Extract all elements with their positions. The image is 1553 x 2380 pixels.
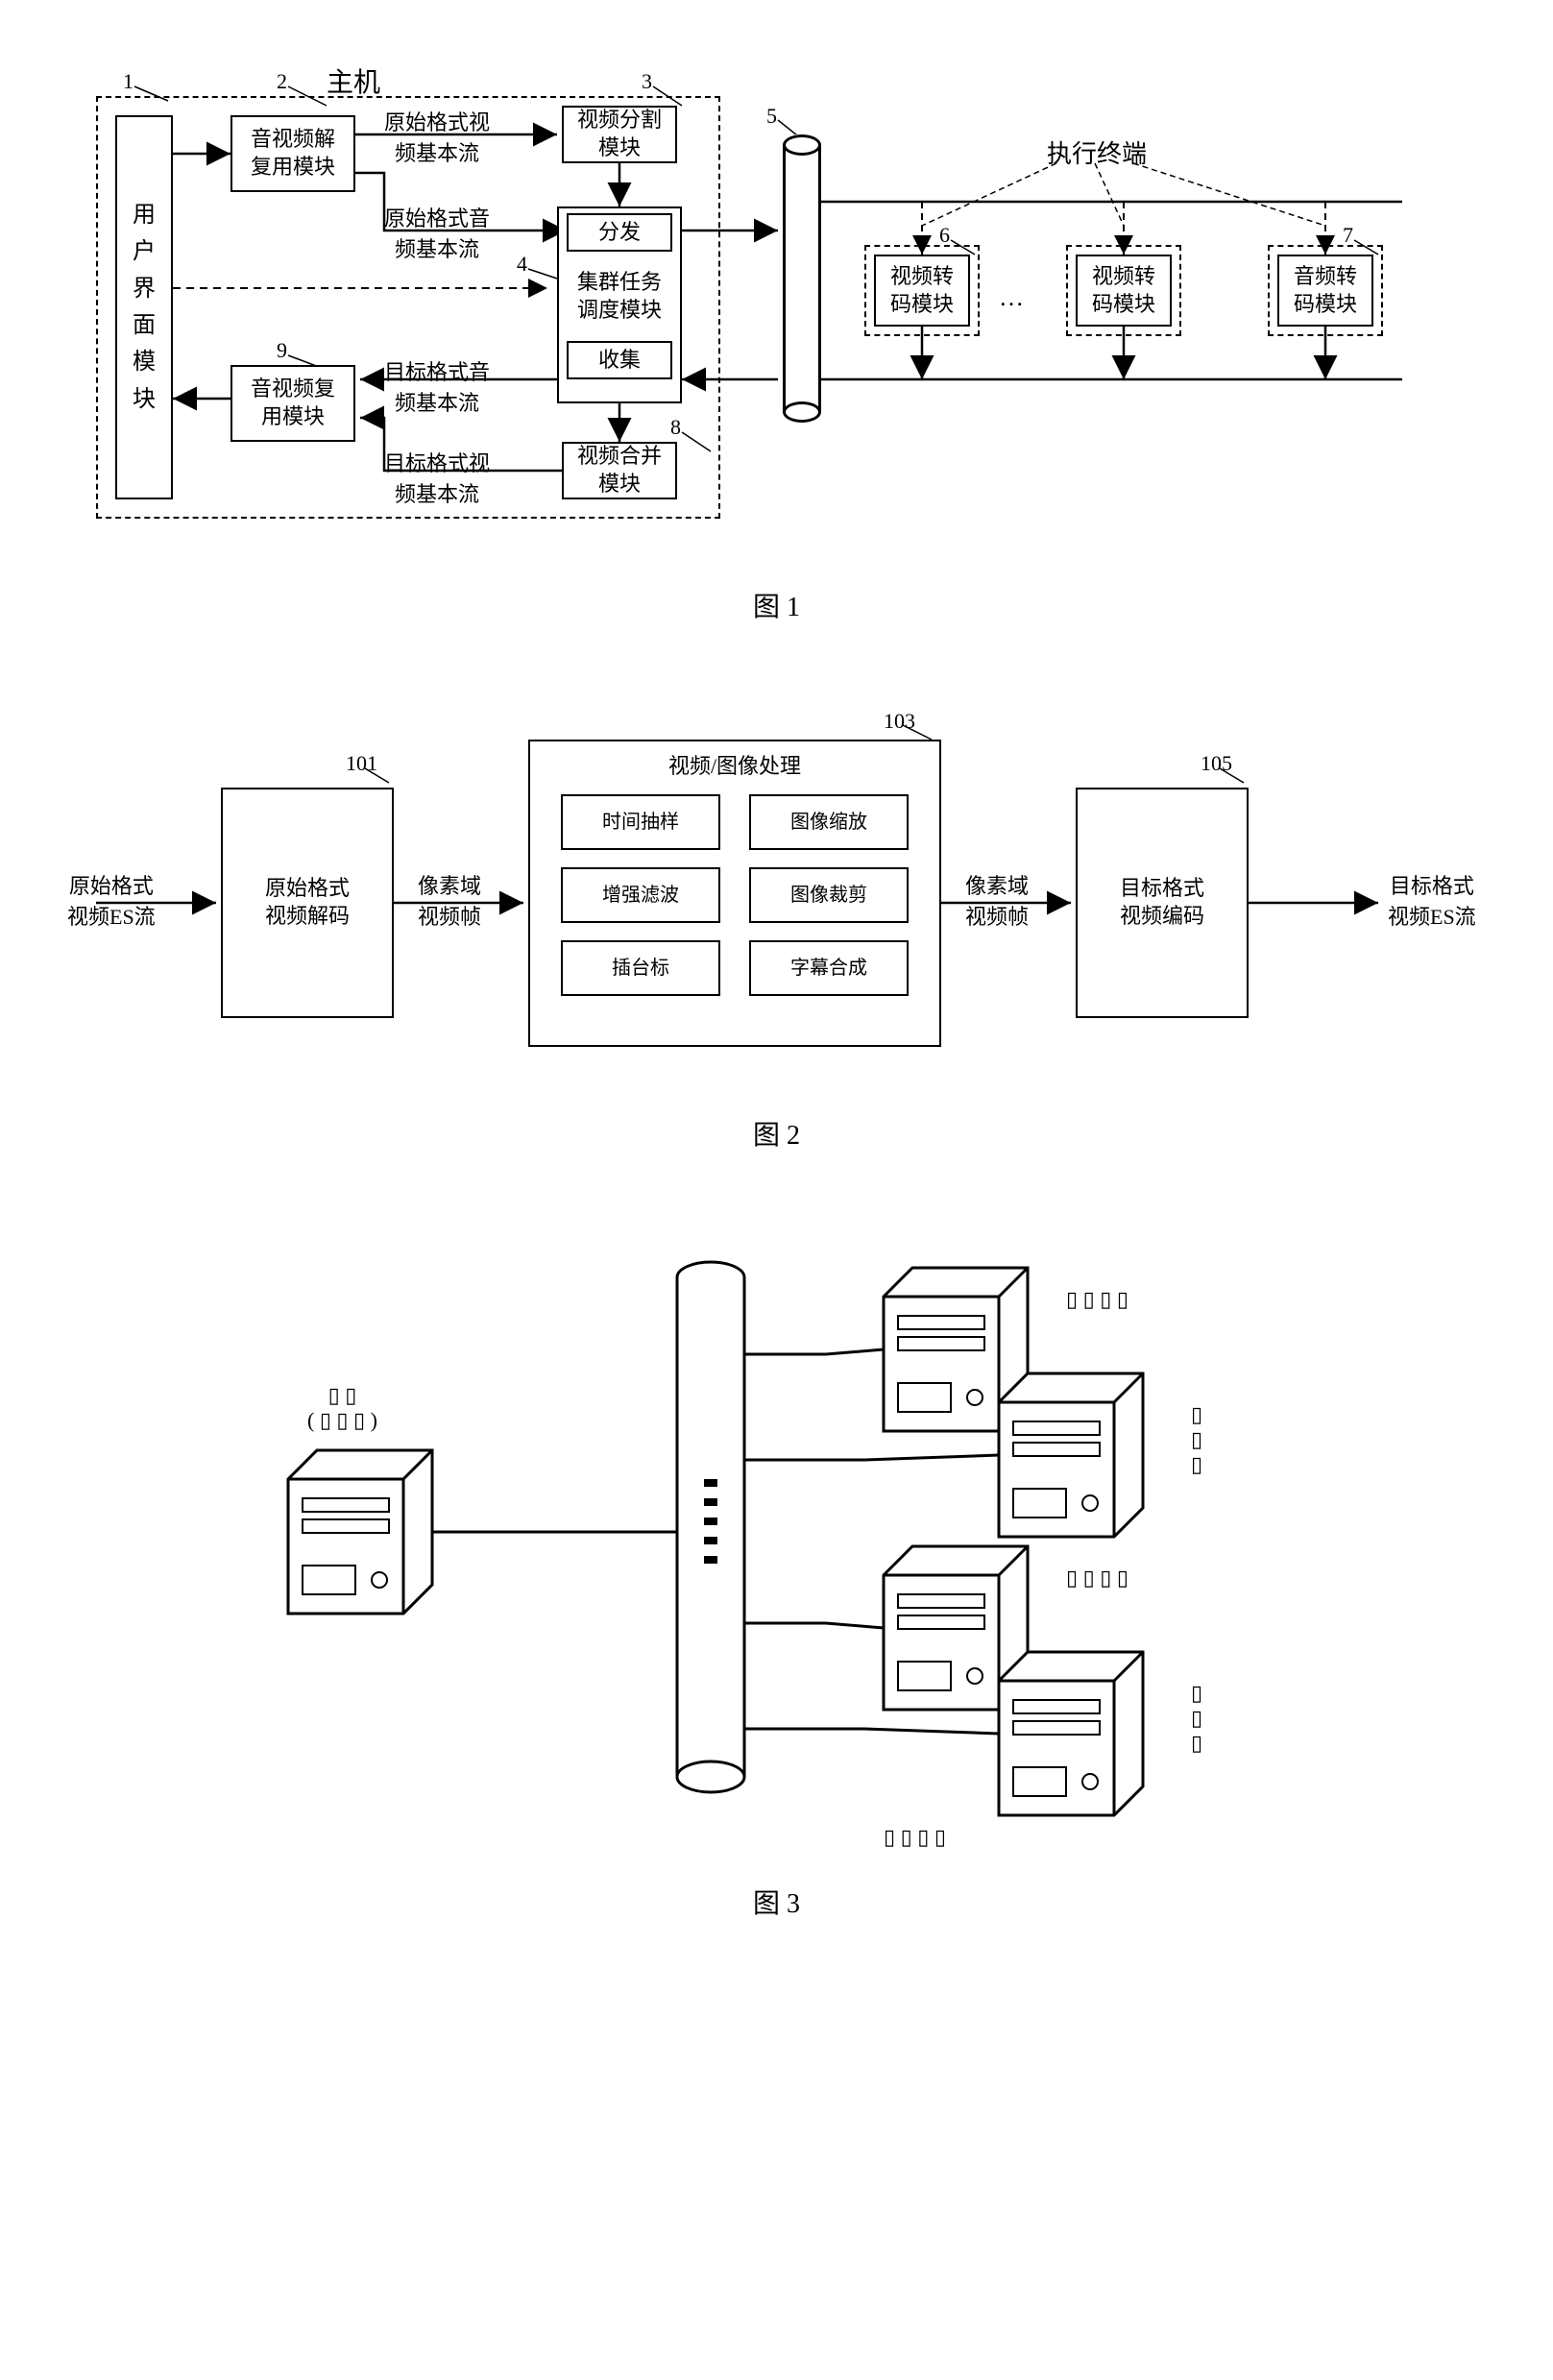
fig3-left-dots: ▯ ▯ ( ▯ ▯ ▯ ) — [307, 1383, 377, 1433]
b103-item-1: 图像缩放 — [749, 794, 909, 850]
b105: 目标格式 视频编码 — [1076, 788, 1249, 1018]
dist-box: 分发 — [567, 213, 672, 252]
ui-module: 用 户 界 面 模 块 — [115, 115, 173, 499]
fig2-mid1: 像素域 视频帧 — [418, 869, 481, 931]
num-1: 1 — [123, 69, 133, 94]
vt1-module: 视频转 码模块 — [874, 255, 970, 327]
figure-3: ▯ ▯ ( ▯ ▯ ▯ ) ▯ ▯ ▯ ▯ ▯ ▯ ▯ ▯ ▯ ▯ ▯ ▯ ▯ … — [38, 1210, 1515, 1902]
fig1-caption: 图 1 — [38, 586, 1515, 624]
num-9: 9 — [277, 338, 287, 363]
fig3-dots-r4: ▯ ▯ ▯ — [1191, 1681, 1202, 1756]
num-105: 105 — [1201, 751, 1232, 776]
edge-l4: 目标格式视 频基本流 — [384, 447, 490, 508]
b103-title: 视频/图像处理 — [542, 753, 928, 781]
b101: 原始格式 视频解码 — [221, 788, 394, 1018]
fig3-svg — [38, 1210, 1515, 1902]
fig3-dots-bot: ▯ ▯ ▯ ▯ — [884, 1825, 946, 1850]
fig2-caption: 图 2 — [38, 1114, 1515, 1153]
b103-item-2: 增强滤波 — [561, 867, 720, 923]
mux-module: 音视频复 用模块 — [231, 365, 355, 442]
vt2-module: 视频转 码模块 — [1076, 255, 1172, 327]
b103-item-4: 插台标 — [561, 940, 720, 996]
fig2-out: 目标格式 视频ES流 — [1388, 869, 1476, 931]
num-3: 3 — [642, 69, 652, 94]
sched-module: 分发 集群任务 调度模块 收集 — [557, 206, 682, 403]
split-module: 视频分割 模块 — [562, 106, 677, 163]
num-6: 6 — [939, 223, 950, 248]
fig2-in: 原始格式 视频ES流 — [67, 869, 156, 931]
num-7: 7 — [1343, 223, 1353, 248]
merge-module: 视频合并 模块 — [562, 442, 677, 499]
at-module: 音频转 码模块 — [1277, 255, 1373, 327]
ui-module-text: 用 户 界 面 模 块 — [133, 197, 156, 418]
num-2: 2 — [277, 69, 287, 94]
num-8: 8 — [670, 415, 681, 440]
b103-item-5: 字幕合成 — [749, 940, 909, 996]
num-4: 4 — [517, 252, 527, 277]
fig3-dots-r1: ▯ ▯ ▯ ▯ — [1066, 1287, 1128, 1312]
num-103: 103 — [884, 709, 915, 734]
exec-title: 执行终端 — [1047, 134, 1147, 170]
edge-l1: 原始格式视 频基本流 — [384, 106, 490, 167]
fig2-mid2: 像素域 视频帧 — [965, 869, 1029, 931]
b103-item-3: 图像裁剪 — [749, 867, 909, 923]
coll-box: 收集 — [567, 341, 672, 379]
fig3-dots-r3: ▯ ▯ ▯ ▯ — [1066, 1566, 1128, 1591]
figure-2: 原始格式 视频ES流 原始格式 视频解码 101 像素域 视频帧 视频/图像处理… — [38, 692, 1515, 1153]
b103: 视频/图像处理 时间抽样 图像缩放 增强滤波 图像裁剪 插台标 字幕合成 — [528, 740, 941, 1047]
edge-l3: 目标格式音 频基本流 — [384, 355, 490, 417]
network-bus — [783, 134, 821, 423]
num-5: 5 — [766, 104, 777, 129]
fig3-dots-r2: ▯ ▯ ▯ — [1191, 1402, 1202, 1477]
figure-1: sched (dashed both arrows) --> — [38, 38, 1515, 634]
exec-ellipsis: … — [999, 283, 1024, 312]
host-title: 主机 — [327, 61, 380, 100]
b103-grid: 时间抽样 图像缩放 增强滤波 图像裁剪 插台标 字幕合成 — [542, 794, 928, 996]
b103-item-0: 时间抽样 — [561, 794, 720, 850]
demux-module: 音视频解 复用模块 — [231, 115, 355, 192]
edge-l2: 原始格式音 频基本流 — [384, 202, 490, 263]
fig3-caption: 图 3 — [38, 1882, 1515, 1921]
num-101: 101 — [346, 751, 377, 776]
sched-text: 集群任务 调度模块 — [559, 269, 680, 324]
